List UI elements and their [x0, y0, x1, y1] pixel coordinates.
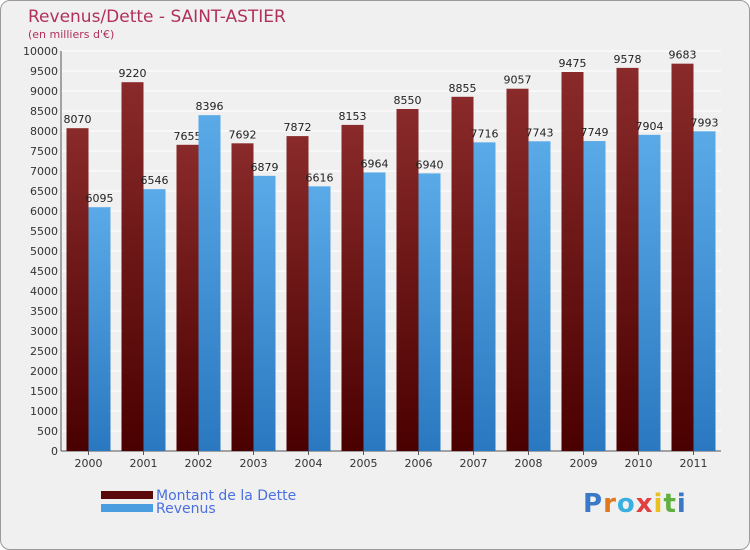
- bar-revenus: [143, 189, 166, 451]
- x-tick-label: 2007: [460, 457, 488, 470]
- bar-dette: [671, 63, 694, 452]
- y-tick-label: 2000: [30, 365, 58, 378]
- bar-dette: [451, 96, 474, 452]
- data-label-dette: 9220: [119, 67, 147, 80]
- data-label-dette: 9578: [614, 53, 642, 66]
- data-label-revenus: 6095: [86, 192, 114, 205]
- data-label-revenus: 6940: [416, 158, 444, 171]
- x-tick-label: 2008: [515, 457, 543, 470]
- x-tick-label: 2004: [295, 457, 323, 470]
- x-tick-label: 2010: [625, 457, 653, 470]
- bar-dette: [561, 72, 584, 451]
- data-label-dette: 7655: [174, 130, 202, 143]
- bar-revenus: [198, 115, 221, 451]
- x-tick-label: 2000: [75, 457, 103, 470]
- data-label-dette: 8070: [64, 113, 92, 126]
- logo-letter: P: [583, 489, 604, 519]
- y-tick-label: 9000: [30, 85, 58, 98]
- x-tick-label: 2003: [240, 457, 268, 470]
- y-tick-label: 10000: [23, 45, 58, 58]
- y-tick-label: 1500: [30, 385, 58, 398]
- bar-dette: [616, 67, 639, 451]
- y-tick-label: 6000: [30, 205, 58, 218]
- y-tick-label: 500: [37, 425, 58, 438]
- data-label-dette: 9683: [669, 49, 697, 62]
- y-tick-label: 4000: [30, 285, 58, 298]
- bar-revenus: [528, 141, 551, 451]
- y-tick-label: 2500: [30, 345, 58, 358]
- x-tick-label: 2002: [185, 457, 213, 470]
- data-label-revenus: 7716: [471, 127, 499, 140]
- legend-label-revenus: Revenus: [156, 501, 216, 517]
- bar-dette: [396, 109, 419, 451]
- bar-revenus: [638, 134, 661, 451]
- chart-subtitle: (en milliers d'€): [28, 28, 115, 41]
- data-label-revenus: 6964: [361, 157, 389, 170]
- x-tick-label: 2011: [680, 457, 708, 470]
- legend-label-dette: Montant de la Dette: [156, 488, 297, 504]
- data-label-dette: 7692: [229, 128, 257, 141]
- proxiti-logo: Proxiti: [583, 489, 687, 519]
- y-tick-label: 1000: [30, 405, 58, 418]
- bar-revenus: [88, 207, 111, 451]
- x-tick-label: 2009: [570, 457, 598, 470]
- bar-revenus: [253, 175, 276, 451]
- data-label-dette: 9475: [559, 57, 587, 70]
- y-tick-label: 3000: [30, 325, 58, 338]
- bar-revenus: [473, 142, 496, 452]
- y-tick-label: 7500: [30, 145, 58, 158]
- x-tick-label: 2001: [130, 457, 158, 470]
- legend-swatch-revenus: [101, 504, 153, 512]
- y-tick-label: 6500: [30, 185, 58, 198]
- logo-letter: t: [663, 489, 677, 519]
- logo-letter: x: [635, 489, 654, 519]
- data-label-revenus: 8396: [196, 100, 224, 113]
- data-label-revenus: 7743: [526, 126, 554, 139]
- legend-swatch-dette: [101, 491, 153, 499]
- data-label-revenus: 7749: [581, 126, 609, 139]
- data-label-revenus: 6879: [251, 161, 279, 174]
- x-tick-label: 2006: [405, 457, 433, 470]
- data-label-dette: 8550: [394, 94, 422, 107]
- bar-dette: [121, 82, 144, 451]
- y-tick-label: 5000: [30, 245, 58, 258]
- y-tick-label: 9500: [30, 65, 58, 78]
- logo-letter: i: [676, 489, 687, 519]
- bar-revenus: [583, 141, 606, 452]
- bar-revenus: [693, 131, 716, 451]
- bar-dette: [66, 128, 89, 451]
- bar-dette: [176, 144, 199, 452]
- logo-letter: r: [603, 489, 617, 519]
- bar-revenus: [363, 172, 386, 451]
- logo-letter: o: [616, 489, 636, 519]
- data-label-revenus: 7904: [636, 120, 664, 133]
- data-label-revenus: 7993: [691, 116, 719, 129]
- bar-revenus: [418, 173, 441, 451]
- bar-dette: [286, 136, 309, 451]
- bar-dette: [231, 143, 254, 451]
- y-tick-label: 4500: [30, 265, 58, 278]
- data-label-dette: 9057: [504, 74, 532, 87]
- y-tick-label: 0: [51, 445, 58, 458]
- x-tick-label: 2005: [350, 457, 378, 470]
- y-tick-label: 5500: [30, 225, 58, 238]
- y-tick-label: 3500: [30, 305, 58, 318]
- data-label-dette: 7872: [284, 121, 312, 134]
- data-label-revenus: 6616: [306, 171, 334, 184]
- y-tick-label: 8000: [30, 125, 58, 138]
- bar-dette: [341, 124, 364, 451]
- logo-letter: i: [653, 489, 664, 519]
- data-label-revenus: 6546: [141, 174, 169, 187]
- y-tick-label: 8500: [30, 105, 58, 118]
- bar-revenus: [308, 186, 331, 452]
- y-tick-label: 7000: [30, 165, 58, 178]
- bar-dette: [506, 88, 529, 451]
- chart-title: Revenus/Dette - SAINT-ASTIER: [28, 7, 286, 27]
- data-label-dette: 8855: [449, 82, 477, 95]
- data-label-dette: 8153: [339, 110, 367, 123]
